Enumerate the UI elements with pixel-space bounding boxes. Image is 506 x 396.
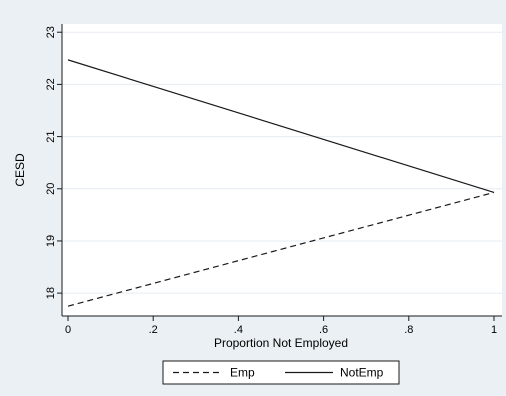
legend-box — [162, 360, 400, 385]
legend-label-notemp: NotEmp — [340, 366, 384, 380]
plot-area — [62, 24, 502, 316]
x-axis-title: Proportion Not Employed — [214, 336, 348, 350]
series-line-notemp — [67, 59, 495, 193]
series-line-emp — [67, 191, 495, 307]
y-tick-label: 22 — [45, 78, 57, 90]
gridlines — [62, 31, 502, 294]
y-tick-label: 18 — [45, 287, 57, 299]
x-tick-label: .4 — [234, 324, 243, 336]
x-tick-label: .8 — [404, 324, 413, 336]
legend-label-emp: Emp — [230, 366, 255, 380]
series-lines — [67, 59, 495, 307]
x-tick-label: .2 — [149, 324, 158, 336]
y-tick-label: 19 — [45, 235, 57, 247]
x-tick-label: .6 — [319, 324, 328, 336]
x-tick-label: 0 — [65, 324, 71, 336]
legend: Emp NotEmp — [162, 360, 400, 385]
x-tick-label: 1 — [491, 324, 497, 336]
axes: 18 19 20 21 22 23 0 .2 .4 .6 .8 1 — [45, 24, 502, 336]
y-axis-title: CESD — [13, 153, 27, 187]
y-tick-label: 21 — [45, 130, 57, 142]
y-tick-label: 23 — [45, 26, 57, 38]
y-tick-label: 20 — [45, 183, 57, 195]
